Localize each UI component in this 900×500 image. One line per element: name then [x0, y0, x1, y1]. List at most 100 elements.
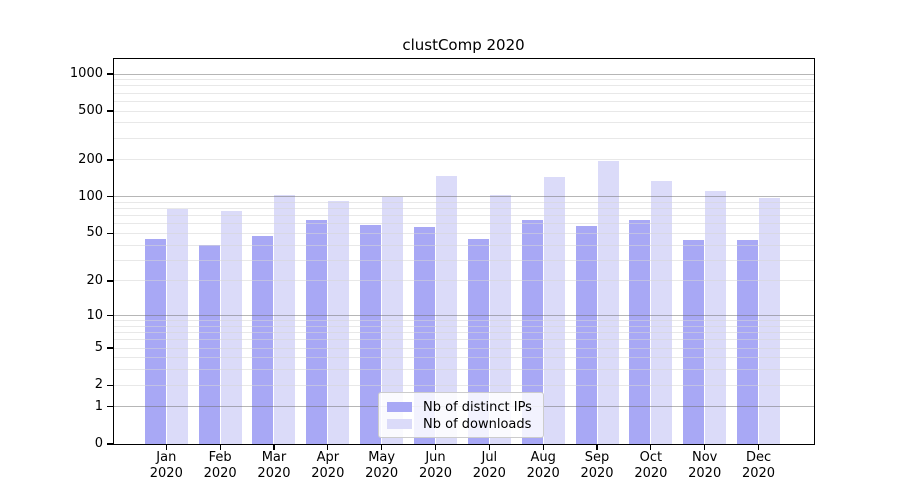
x-axis-tick — [596, 445, 598, 450]
y-axis-tick — [107, 73, 113, 75]
x-axis-tick-label: Dec 2020 — [741, 450, 776, 481]
y-axis-tick — [107, 232, 113, 235]
x-axis-tick-label: Jul 2020 — [472, 450, 506, 481]
y-axis-tick-label: 0 — [94, 436, 103, 451]
gridline-minor — [114, 137, 814, 139]
x-axis-tick — [434, 445, 437, 450]
bar-downloads-apr — [328, 201, 350, 444]
gridline-minor — [114, 332, 814, 334]
y-axis-tick — [107, 443, 113, 445]
bar-downloads-jul — [489, 194, 511, 444]
legend-label-distinct-ips: Nb of distinct IPs — [423, 399, 532, 415]
bar-distinct-ips-jan — [144, 238, 166, 444]
y-axis-tick-label: 20 — [86, 272, 103, 288]
x-axis-tick — [488, 445, 490, 450]
y-axis-tick — [107, 110, 113, 112]
x-axis-tick — [327, 445, 329, 450]
gridline-minor — [114, 215, 814, 217]
x-axis-tick — [757, 445, 760, 450]
y-axis-tick-label: 1 — [94, 398, 103, 414]
y-axis-tick-label: 100 — [78, 188, 103, 204]
x-axis-tick-label: May 2020 — [365, 450, 399, 481]
legend-entry-downloads: Nb of downloads — [387, 416, 533, 432]
y-axis-tick-label: 500 — [78, 103, 103, 119]
gridline-minor — [114, 357, 814, 359]
legend: Nb of distinct IPs Nb of downloads — [378, 392, 544, 438]
x-axis-tick-label: Feb 2020 — [203, 450, 237, 481]
legend-label-downloads: Nb of downloads — [423, 416, 532, 432]
gridline-minor — [114, 339, 814, 341]
x-axis-tick — [650, 445, 652, 450]
x-axis-tick-label: Nov 2020 — [688, 450, 722, 481]
y-axis-tick — [107, 384, 113, 386]
bar-downloads-oct — [651, 181, 673, 444]
x-axis-tick — [273, 445, 275, 450]
y-axis-tick — [107, 406, 113, 408]
gridline-minor — [114, 244, 814, 246]
bar-downloads-feb — [220, 210, 242, 444]
y-axis-tick-label: 50 — [86, 225, 103, 241]
gridline-minor — [114, 85, 814, 87]
y-axis-tick — [107, 280, 113, 282]
x-axis-tick — [219, 445, 221, 450]
y-axis-tick — [107, 196, 113, 198]
y-axis-tick-label: 2 — [94, 377, 103, 393]
gridline-minor — [114, 232, 814, 234]
plot-frame — [113, 58, 815, 445]
bar-downloads-mar — [274, 195, 296, 444]
legend-entry-distinct-ips: Nb of distinct IPs — [387, 399, 533, 415]
bar-downloads-nov — [705, 190, 727, 444]
x-axis-tick-label: Jun 2020 — [418, 450, 453, 481]
x-axis-tick-label: Jan 2020 — [149, 450, 183, 481]
bar-distinct-ips-may — [360, 224, 382, 444]
gridline-minor — [114, 92, 814, 94]
bar-downloads-jun — [436, 175, 457, 444]
legend-swatch-distinct-ips-icon — [387, 402, 412, 412]
y-axis-tick — [107, 314, 113, 317]
y-axis-tick-label: 1000 — [69, 66, 103, 81]
chart-title: clustComp 2020 — [402, 36, 525, 54]
gridline-minor — [114, 110, 814, 112]
bar-distinct-ips-sep — [575, 225, 597, 444]
x-axis-tick — [542, 445, 544, 450]
x-axis-tick — [704, 445, 706, 450]
bar-downloads-aug — [543, 177, 565, 444]
gridline-minor — [114, 159, 814, 161]
gridline-minor — [114, 100, 814, 102]
x-axis-tick-label: Oct 2020 — [634, 450, 668, 481]
bar-distinct-ips-nov — [683, 240, 705, 444]
x-axis-tick — [165, 445, 167, 450]
gridline-minor — [114, 208, 814, 210]
gridline-minor — [114, 320, 814, 322]
gridline-minor — [114, 223, 814, 225]
gridline-major — [114, 73, 814, 75]
gridline-minor — [114, 201, 814, 203]
y-axis-tick-label: 10 — [86, 307, 103, 323]
bar-distinct-ips-dec — [737, 240, 759, 444]
x-axis-tick-label: Sep 2020 — [580, 450, 614, 481]
gridline-minor — [114, 259, 814, 261]
x-axis-tick-label: Aug 2020 — [526, 450, 560, 481]
y-axis-tick-label: 200 — [78, 151, 103, 167]
gridline-minor — [114, 384, 814, 386]
legend-swatch-downloads-icon — [387, 419, 412, 429]
gridline-minor — [114, 122, 814, 124]
gridline-major — [114, 315, 814, 317]
bar-downloads-sep — [597, 161, 619, 444]
x-axis-tick-label: Mar 2020 — [257, 450, 291, 481]
gridline-minor — [114, 79, 814, 81]
gridline-minor — [114, 280, 814, 282]
gridline-minor — [114, 347, 814, 349]
y-axis-tick-label: 5 — [94, 340, 103, 356]
bar-distinct-ips-feb — [198, 245, 220, 444]
x-axis-tick-label: Apr 2020 — [311, 450, 345, 481]
y-axis-tick — [107, 347, 113, 349]
gridline-minor — [114, 325, 814, 327]
x-axis-tick — [381, 445, 383, 450]
gridline-major — [114, 196, 814, 198]
